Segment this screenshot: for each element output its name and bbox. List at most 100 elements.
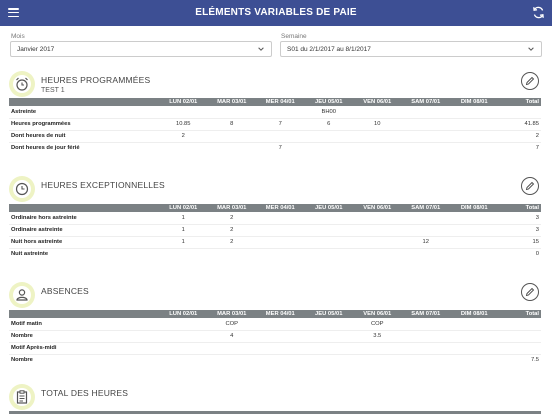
- column-header-day: DIM 08/01: [450, 98, 499, 106]
- chevron-down-icon: [528, 47, 534, 51]
- table-cell: [305, 354, 354, 366]
- table-cell: [401, 330, 450, 343]
- table-cell: 2: [207, 236, 256, 249]
- table-row: Motif Après-midi: [9, 342, 541, 355]
- table-cell: 6: [304, 118, 353, 131]
- table-cell: [401, 342, 450, 355]
- table-cell: [450, 318, 499, 331]
- table-cell: [402, 142, 451, 154]
- week-select-value: S01 du 2/1/2017 au 8/1/2017: [287, 46, 371, 53]
- table-cell: [401, 118, 450, 131]
- row-label: Motif matin: [9, 318, 159, 331]
- table-cell: [450, 118, 499, 131]
- table-cell: [450, 224, 499, 237]
- table-header-row: LUN 02/01 MAR 03/01 MER 04/01 JEU 05/01 VEN …: [9, 98, 541, 106]
- table-cell: [304, 224, 353, 237]
- row-label: Nuit hors astreinte: [9, 236, 159, 249]
- table-cell: [304, 236, 353, 249]
- column-header-day: JEU 05/01: [304, 98, 353, 106]
- table-header-row: LUN 02/01 MAR 03/01 MER 04/01 JEU 05/01 VEN …: [9, 310, 541, 318]
- section-total-heures: TOTAL DES HEURES: [0, 384, 552, 414]
- table-cell: [450, 212, 499, 225]
- row-label: Dont heures de jour férié: [11, 145, 80, 152]
- table-row: Nombre 4 3.5: [9, 330, 541, 343]
- row-total: [498, 106, 541, 119]
- table-cell: [159, 142, 208, 154]
- column-header-day: MER 04/01: [256, 98, 305, 106]
- table-cell: [304, 212, 353, 225]
- column-header-label: [9, 310, 159, 318]
- row-label: Nuit astreinte: [11, 251, 49, 258]
- table-cell: [207, 130, 256, 143]
- column-header-day: VEN 06/01: [353, 310, 402, 318]
- table-cell: 7: [278, 145, 282, 152]
- column-header-day: VEN 06/01: [353, 204, 402, 212]
- table-cell: [450, 236, 499, 249]
- table-cell: 12: [401, 236, 450, 249]
- table-cell: [450, 106, 499, 119]
- week-label: Semaine: [281, 33, 307, 40]
- table-cell: [159, 354, 208, 366]
- section-badge: [9, 71, 35, 97]
- section-heures-programmees: HEURES PROGRAMMÉES TEST 1: [0, 71, 552, 101]
- hamburger-menu-icon[interactable]: [8, 8, 19, 18]
- table-cell: [353, 106, 402, 119]
- section-badge: [9, 384, 35, 410]
- row-total: 15: [498, 236, 541, 249]
- edit-button[interactable]: [521, 72, 539, 90]
- table-cell: [401, 318, 450, 331]
- table-cell: [159, 330, 208, 343]
- table-cell: 7: [256, 118, 305, 131]
- table-cell: [207, 106, 256, 119]
- row-total: [498, 330, 541, 343]
- week-select[interactable]: S01 du 2/1/2017 au 8/1/2017: [280, 41, 542, 57]
- table-total-heures-header: [9, 411, 541, 414]
- table-cell: 1: [159, 224, 208, 237]
- table-cell: [256, 248, 305, 260]
- table-cell: [256, 330, 305, 343]
- column-header-day: JEU 05/01: [304, 310, 353, 318]
- table-cell: [304, 130, 353, 143]
- table-row: Motif matin COP COP: [9, 318, 541, 331]
- section-subtitle: TEST 1: [41, 87, 65, 94]
- table-absences: LUN 02/01 MAR 03/01 MER 04/01 JEU 05/01 VEN …: [9, 310, 541, 366]
- pencil-icon: [525, 287, 535, 297]
- section-title: HEURES PROGRAMMÉES: [41, 75, 151, 85]
- app-header: ELÉMENTS VARIABLES DE PAIE: [0, 0, 552, 26]
- edit-button[interactable]: [521, 177, 539, 195]
- table-cell: [159, 318, 208, 331]
- table-cell: [208, 354, 257, 366]
- table-cell: [159, 342, 208, 355]
- column-header-total: Total: [498, 98, 541, 106]
- pencil-icon: [525, 181, 535, 191]
- table-cell: 2: [159, 130, 208, 143]
- section-heures-exceptionnelles: HEURES EXCEPTIONNELLES: [0, 176, 552, 206]
- row-total: 2: [498, 130, 541, 143]
- table-cell: [353, 224, 402, 237]
- table-cell: [256, 354, 305, 366]
- table-cell: [450, 330, 499, 343]
- table-cell: BH00: [304, 106, 353, 119]
- month-select[interactable]: Janvier 2017: [10, 41, 272, 57]
- table-cell: [450, 354, 499, 366]
- pencil-icon: [525, 76, 535, 86]
- edit-button[interactable]: [521, 283, 539, 301]
- table-cell: [450, 342, 499, 355]
- row-total: 41.85: [498, 118, 541, 131]
- refresh-icon[interactable]: [532, 6, 545, 19]
- table-cell: [401, 212, 450, 225]
- table-cell: [450, 130, 499, 143]
- row-total: 7: [535, 145, 539, 152]
- column-header-day: MAR 03/01: [207, 310, 256, 318]
- row-label: Nombre: [9, 330, 159, 343]
- month-label: Mois: [11, 33, 25, 40]
- row-label: Motif Après-midi: [9, 342, 159, 355]
- row-total: 3: [498, 212, 541, 225]
- table-cell: 8: [207, 118, 256, 131]
- table-cell: [305, 142, 354, 154]
- page-title: ELÉMENTS VARIABLES DE PAIE: [195, 7, 357, 18]
- table-cell: [256, 236, 305, 249]
- table-cell: [401, 106, 450, 119]
- column-header-label: [9, 204, 159, 212]
- table-cell: [159, 248, 208, 260]
